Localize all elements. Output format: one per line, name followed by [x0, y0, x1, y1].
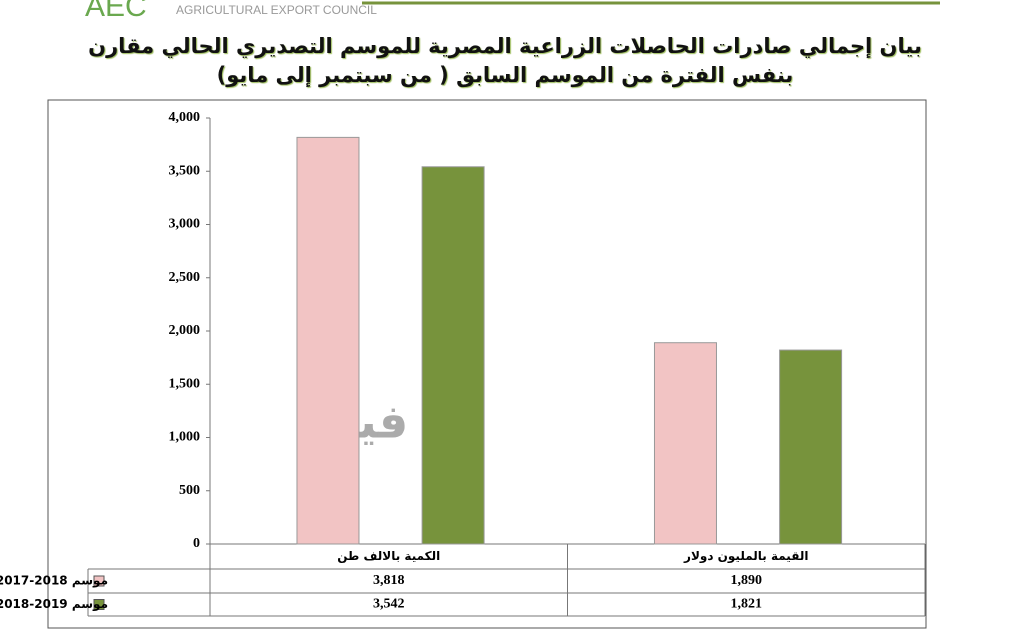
organization: AGRICULTURAL EXPORT COUNCIL: [176, 3, 377, 17]
y-tick-label: 2,000: [169, 323, 201, 338]
legend-label: موسم 2019-2018: [0, 597, 108, 612]
header: AEC AGRICULTURAL EXPORT COUNCIL: [85, 0, 940, 22]
bar: [653, 342, 717, 545]
chart-frame: [47, 99, 927, 629]
bar: [779, 349, 843, 545]
bar: [296, 136, 360, 545]
legend-key: [93, 575, 105, 587]
data-table-value: 3,542: [373, 597, 405, 612]
data-table-value: 3,818: [373, 573, 405, 588]
chart-title: بيان إجمالي صادرات الحاصلات الزراعية الم…: [88, 34, 922, 87]
bar: [421, 166, 485, 545]
y-tick-label: 3,500: [169, 163, 201, 178]
y-tick-label: 0: [193, 536, 200, 551]
logo: AEC: [85, 0, 147, 22]
data-table-value: 1,890: [731, 573, 763, 588]
y-tick-label: 500: [179, 483, 200, 498]
legend-key: [93, 599, 105, 610]
y-tick-label: 1,500: [169, 376, 201, 391]
x-tick-label: القيمة بالمليون دولار: [683, 549, 808, 564]
data-table-value: 1,821: [731, 597, 763, 612]
y-tick-label: 2,500: [169, 270, 201, 285]
y-tick-label: 3,000: [169, 217, 201, 232]
legend-label: موسم 2018-2017: [0, 574, 108, 589]
y-tick-label: 4,000: [169, 110, 201, 125]
y-tick-label: 1,000: [169, 430, 201, 445]
x-tick-label: الكمية بالالف طن: [337, 549, 440, 563]
